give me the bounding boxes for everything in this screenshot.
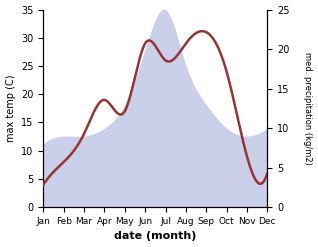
- Y-axis label: max temp (C): max temp (C): [5, 75, 16, 142]
- Y-axis label: med. precipitation (kg/m2): med. precipitation (kg/m2): [303, 52, 313, 165]
- X-axis label: date (month): date (month): [114, 231, 197, 242]
